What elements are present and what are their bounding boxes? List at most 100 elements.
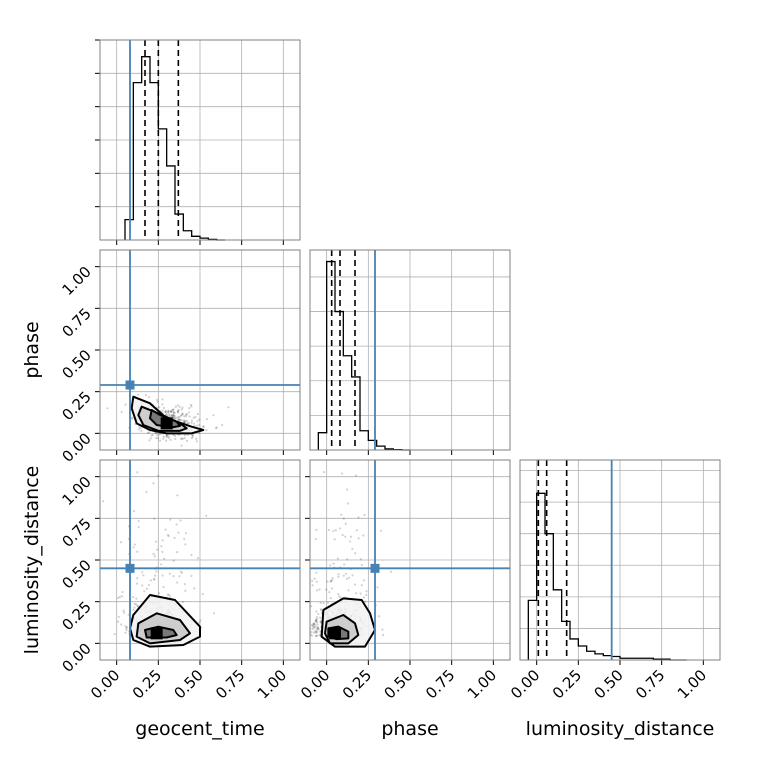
sample-point: [198, 621, 201, 624]
sample-point: [149, 579, 152, 582]
sample-point: [198, 423, 201, 427]
y-tick-label-phase: 0.25: [58, 388, 94, 424]
x-tick-label-phase: 1.00: [464, 666, 500, 702]
sample-point: [351, 547, 354, 550]
sample-point: [182, 419, 185, 422]
sample-point: [336, 557, 339, 560]
sample-point: [312, 622, 315, 625]
sample-point: [310, 630, 313, 634]
sample-point: [353, 583, 357, 586]
sample-point: [326, 580, 329, 583]
sample-point: [183, 415, 186, 418]
sample-point: [160, 563, 163, 566]
sample-point: [148, 439, 151, 442]
scatter-panel-geocent_time-vs-luminosity_distance: 0.00 0.25 0.50 0.75 1.000.000.250.500.751.00: [58, 459, 301, 702]
sample-point: [117, 615, 120, 619]
sample-point: [132, 546, 135, 549]
sample-point: [198, 418, 201, 421]
sample-point: [163, 557, 166, 560]
sample-point: [136, 550, 139, 553]
sample-point: [156, 548, 159, 551]
x-tick-label-geocent_time: 0.00: [87, 666, 123, 702]
sample-point: [360, 584, 363, 587]
sample-point: [330, 587, 334, 590]
sample-point: [177, 531, 180, 534]
sample-point: [196, 413, 200, 416]
sample-point: [135, 597, 138, 600]
sample-point: [149, 437, 152, 440]
sample-point: [326, 601, 330, 604]
sample-point: [338, 527, 342, 530]
sample-point: [125, 627, 128, 630]
sample-point: [344, 522, 347, 525]
sample-point: [184, 589, 187, 592]
sample-point: [315, 619, 318, 622]
sample-point: [136, 604, 139, 607]
sample-point: [161, 398, 164, 401]
sample-point: [162, 435, 165, 438]
sample-point: [311, 627, 315, 631]
sample-point: [193, 587, 196, 590]
sample-point: [131, 417, 134, 420]
sample-point: [184, 532, 188, 535]
sample-point: [315, 621, 318, 624]
sample-point: [120, 623, 123, 626]
sample-point: [106, 407, 109, 410]
sample-point: [162, 585, 165, 589]
sample-point: [137, 526, 140, 529]
sample-point: [347, 576, 351, 579]
sample-point: [167, 593, 171, 597]
sample-point: [205, 429, 208, 432]
sample-point: [185, 413, 188, 416]
sample-point: [183, 582, 186, 586]
sample-point: [329, 580, 333, 583]
sample-point: [169, 415, 172, 418]
sample-point: [348, 540, 352, 543]
histogram-panel-luminosity_distance: 0.00 0.25 0.50 0.75 1.00: [507, 459, 721, 702]
sample-point: [132, 509, 136, 513]
sample-point: [180, 444, 183, 447]
sample-point: [329, 580, 332, 583]
sample-point: [179, 519, 182, 522]
sample-point: [178, 405, 181, 408]
sample-point: [170, 414, 174, 417]
histogram-step-luminosity_distance: [527, 492, 687, 661]
sample-point: [190, 421, 193, 424]
sample-point: [185, 419, 189, 422]
x-tick-label-luminosity_distance: 0.50: [590, 666, 626, 702]
sample-point: [313, 626, 316, 629]
sample-point: [102, 500, 105, 503]
x-label-phase: phase: [381, 718, 438, 740]
sample-point: [157, 474, 160, 477]
sample-point: [117, 596, 120, 600]
sample-point: [316, 623, 319, 626]
sample-point: [314, 630, 317, 634]
y-tick-label-luminosity_distance: 0.75: [58, 514, 94, 550]
sample-point: [315, 625, 318, 628]
sample-point: [147, 396, 151, 399]
sample-point: [355, 592, 358, 595]
sample-point: [184, 413, 188, 416]
sample-point: [176, 416, 180, 419]
sample-point: [205, 514, 208, 517]
sample-point: [315, 631, 318, 634]
sample-point: [125, 626, 129, 629]
sample-point: [311, 584, 314, 587]
sample-point: [152, 577, 156, 580]
sample-point: [184, 543, 187, 546]
sample-point: [168, 595, 172, 598]
sample-point: [195, 440, 198, 443]
sample-point: [199, 619, 202, 622]
sample-point: [310, 605, 313, 608]
sample-point: [227, 406, 230, 409]
x-tick-label-luminosity_distance: 0.75: [632, 666, 668, 702]
sample-point: [314, 634, 317, 637]
sample-point: [202, 425, 205, 428]
sample-point: [196, 420, 199, 423]
sample-point: [337, 595, 341, 598]
sample-point: [381, 633, 385, 637]
sample-point: [169, 438, 172, 442]
sample-point: [141, 584, 144, 587]
x-tick-label-geocent_time: 1.00: [254, 666, 290, 702]
